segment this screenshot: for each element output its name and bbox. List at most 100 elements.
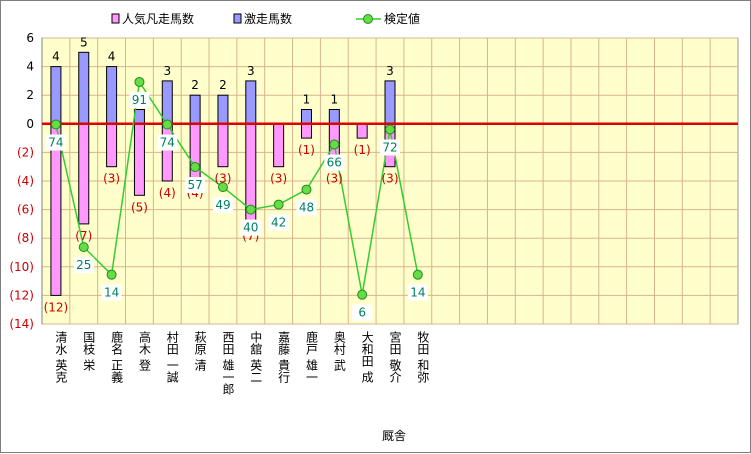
y-tick-label: (8) (17, 231, 34, 245)
bar-positive (328, 109, 340, 125)
score-point (412, 269, 423, 280)
y-tick-label: 4 (26, 60, 34, 74)
point-label-box (352, 304, 373, 321)
score-point (78, 242, 89, 253)
x-tick-label: 奥村 武 (332, 331, 346, 371)
bar-negative (133, 123, 145, 196)
point-label: 48 (299, 201, 314, 215)
point-label-box (157, 134, 178, 151)
point-label-box (324, 154, 345, 171)
y-tick-label: (10) (9, 260, 34, 274)
bar-positive (133, 109, 145, 125)
point-label-box (185, 177, 206, 194)
y-tick-label: (6) (17, 203, 34, 217)
score-point (190, 162, 201, 173)
x-tick-label: 村田 一誠 (165, 331, 179, 384)
y-tick-label: (2) (17, 145, 34, 159)
bar-negative (161, 123, 173, 182)
bar-label-positive: 2 (191, 78, 199, 92)
bar-label-positive: 1 (330, 93, 338, 107)
y-tick-label: 2 (26, 88, 34, 102)
point-label-box (212, 197, 233, 214)
x-axis-title: 厩舎 (382, 429, 406, 443)
point-label: 25 (76, 258, 91, 272)
bar-label-negative: (3) (270, 172, 287, 186)
x-tick-label: 中舘 英二 (249, 330, 263, 383)
score-point (50, 119, 61, 130)
point-label: 74 (48, 136, 63, 150)
score-point (301, 184, 312, 195)
legend-label-negative: 人気凡走馬数 (122, 11, 194, 26)
bar-label-negative: (7) (75, 229, 92, 243)
bar-label-positive: 2 (219, 78, 227, 92)
score-line (50, 76, 423, 300)
bar-negative (356, 123, 368, 139)
point-label-box (129, 91, 150, 108)
score-point (134, 76, 145, 87)
bar-label-negative: (12) (44, 300, 69, 314)
point-label-box (407, 284, 428, 301)
point-label: 14 (410, 286, 425, 300)
x-tick-label: 大和田 成 (360, 331, 374, 384)
legend-marker (363, 14, 373, 24)
legend-label-line: 検定値 (384, 11, 420, 26)
point-label-box (240, 219, 261, 236)
bar-label-positive: 4 (108, 50, 116, 64)
score-point (329, 139, 340, 150)
bar-positive (384, 80, 396, 125)
point-label-box (380, 139, 400, 156)
bar-label-positive: 3 (247, 64, 255, 78)
bar-positive (50, 66, 62, 125)
point-label: 57 (187, 178, 202, 192)
bar-negative (106, 123, 118, 168)
x-tick-label: 清水 英克 (54, 331, 68, 384)
bar-label-positive: 1 (303, 93, 311, 107)
bar-positive (78, 51, 90, 125)
x-tick-label: 西田 雄一郎 (221, 331, 235, 395)
y-tick-label: (4) (17, 174, 34, 188)
point-label: 74 (160, 136, 175, 150)
point-label: 40 (243, 221, 258, 235)
legend-swatch-positive (233, 13, 242, 24)
bar-label-negative: (3) (326, 172, 343, 186)
x-tick-label: 鹿戸 雄一 (304, 330, 318, 383)
score-point (106, 269, 117, 280)
bar-positive (300, 109, 312, 125)
point-label: 49 (215, 198, 230, 212)
score-point (162, 119, 173, 130)
bar-positive (217, 94, 229, 125)
bar-positive (161, 80, 173, 125)
x-tick-label: 高木 登 (137, 330, 151, 371)
bar-label-negative: (3) (382, 172, 399, 186)
score-point (357, 289, 368, 300)
bar-label-positive: 3 (386, 64, 394, 78)
y-tick-label: 0 (26, 117, 34, 131)
point-label: 6 (358, 306, 366, 320)
x-tick-label: 国枝 栄 (82, 331, 96, 371)
point-label: 91 (132, 93, 147, 107)
point-label-box (296, 199, 317, 216)
bar-negative (217, 123, 229, 168)
grid (42, 37, 738, 325)
y-tick-label: (14) (9, 317, 34, 331)
x-tick-label: 嘉藤 貴行 (277, 331, 291, 383)
point-label-box (45, 134, 66, 151)
bar-label-negative: (3) (214, 172, 231, 186)
y-tick-label: 6 (26, 31, 34, 45)
legend-swatch-negative (111, 13, 120, 24)
x-tick-label: 宮田 敬介 (388, 330, 402, 383)
point-label: 42 (271, 216, 286, 230)
point-label-box (268, 214, 289, 231)
bar-label-negative: (1) (354, 143, 371, 157)
bar-negative (300, 123, 312, 139)
y-axis: 6 4 2 0 (2) (4) (6) (8) (10) (12) (14) (9, 31, 43, 331)
bar-negative (189, 123, 201, 182)
score-line-path (55, 79, 419, 295)
bar-positive (245, 80, 257, 125)
bar-negative (273, 123, 285, 168)
point-label-box (73, 257, 94, 274)
bar-positive (189, 94, 201, 125)
